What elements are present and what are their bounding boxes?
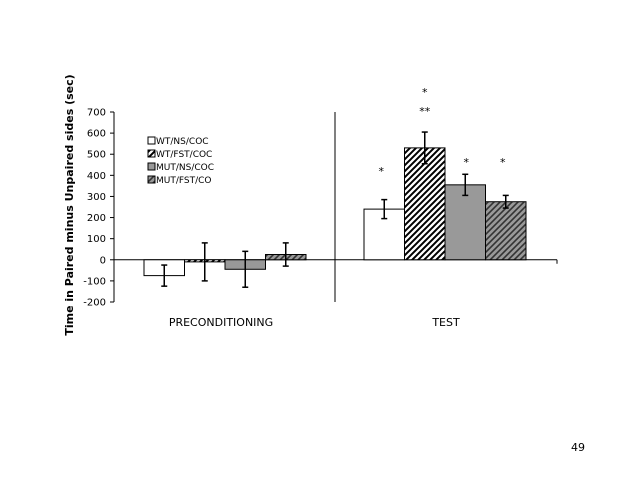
y-tick-label: 0: [100, 255, 106, 266]
legend-label: WT/FST/COC: [156, 150, 212, 160]
legend-item: WT/FST/COC: [147, 149, 212, 160]
legend-swatch: [147, 162, 156, 171]
y-tick-label: 400: [87, 171, 106, 182]
error-bar: [421, 131, 428, 165]
error-bar: [282, 242, 289, 267]
page-number: 49: [571, 441, 585, 454]
y-tick-label: 100: [87, 234, 106, 245]
x-category-label: TEST: [431, 316, 460, 329]
significance-marker: *: [379, 165, 385, 178]
error-bar: [242, 250, 249, 288]
significance-marker: *: [464, 156, 470, 169]
bars: [143, 147, 527, 277]
x-category-label: PRECONDITIONING: [169, 316, 273, 329]
legend-swatch: [147, 175, 156, 184]
y-tick-label: 300: [87, 192, 106, 203]
y-tick-label: 700: [87, 108, 106, 119]
error-bar: [201, 242, 208, 282]
x-category-labels: PRECONDITIONING TEST: [169, 316, 460, 329]
significance-marker: *: [422, 86, 428, 99]
significance-marker: *: [500, 156, 506, 169]
y-tick-label: -100: [83, 276, 106, 287]
error-bars: [161, 131, 509, 288]
bar: [485, 201, 527, 261]
legend-item: WT/NS/COC: [147, 136, 209, 147]
error-bar: [161, 264, 168, 287]
y-tick-label: -200: [83, 298, 106, 309]
legend-swatch: [147, 149, 156, 158]
legend-item: MUT/FST/CO: [147, 175, 212, 186]
legend-label: MUT/NS/COC: [156, 163, 214, 173]
significance-marker: **: [419, 105, 431, 118]
y-tick-label: 600: [87, 129, 106, 140]
y-ticks: -200 -100 0 100 200 300 400 500 600 700: [83, 108, 114, 309]
y-tick-label: 200: [87, 213, 106, 224]
legend-label: WT/NS/COC: [156, 137, 209, 147]
error-bar: [462, 173, 469, 197]
legend-label: MUT/FST/CO: [156, 176, 212, 186]
legend-item: MUT/NS/COC: [147, 162, 214, 173]
legend: WT/NS/COC WT/FST/COC MUT/NS/COC MUT/FST/CO: [147, 136, 214, 186]
y-axis-label: Time in Paired minus Unpaired sides (sec…: [63, 74, 76, 335]
error-bar: [502, 194, 509, 209]
bar: [404, 147, 446, 261]
y-tick-label: 500: [87, 150, 106, 161]
error-bar: [381, 198, 388, 220]
legend-swatch: [147, 136, 156, 145]
significance-annotations: ***** *: [379, 86, 507, 178]
